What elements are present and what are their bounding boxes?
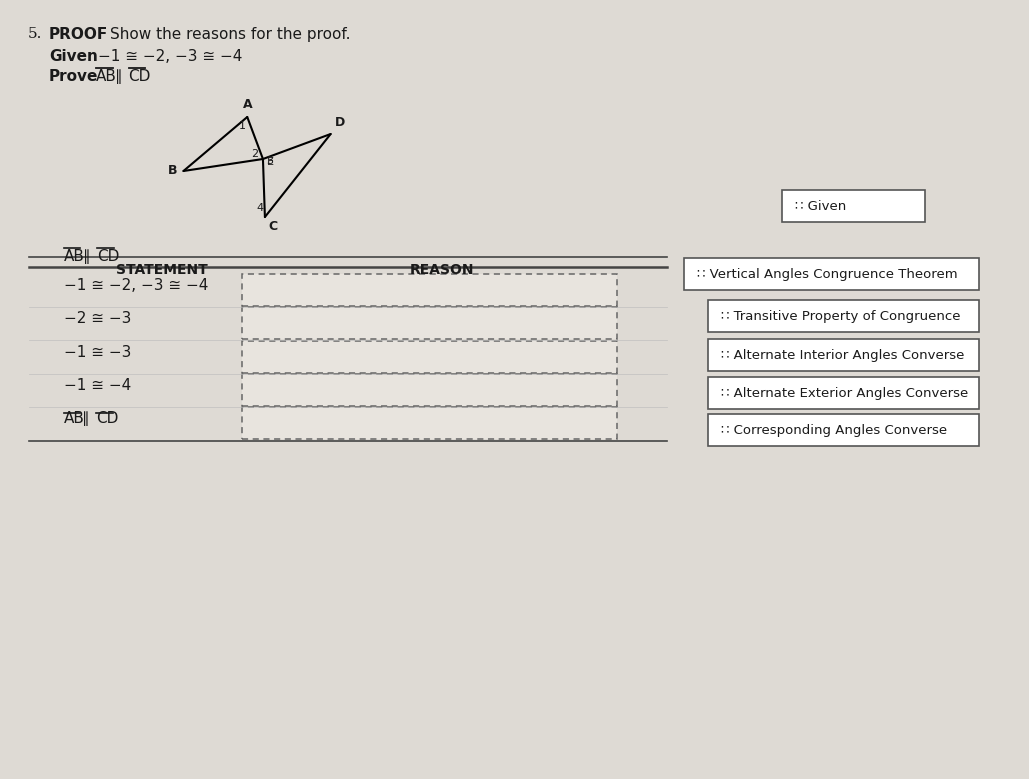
Text: −2 ≅ −3: −2 ≅ −3 [64, 311, 131, 326]
FancyBboxPatch shape [243, 374, 617, 406]
Text: CD: CD [96, 411, 118, 425]
Text: PROOF: PROOF [49, 27, 108, 42]
Text: −1 ≅ −3: −1 ≅ −3 [64, 344, 131, 359]
Text: 2: 2 [251, 149, 258, 159]
Text: ∷ Alternate Exterior Angles Converse: ∷ Alternate Exterior Angles Converse [721, 386, 968, 400]
Text: AB: AB [96, 69, 117, 84]
Text: ∷ Vertical Angles Congruence Theorem: ∷ Vertical Angles Congruence Theorem [697, 267, 957, 280]
Text: ∥: ∥ [82, 411, 91, 425]
Text: ∥: ∥ [115, 69, 122, 84]
Text: ∷ Alternate Interior Angles Converse: ∷ Alternate Interior Angles Converse [721, 348, 964, 361]
Text: Prove: Prove [49, 69, 99, 84]
Text: 3: 3 [267, 156, 274, 166]
FancyBboxPatch shape [708, 339, 980, 371]
Text: −1 ≅ −2, −3 ≅ −4: −1 ≅ −2, −3 ≅ −4 [64, 277, 208, 292]
Text: −1 ≅ −2, −3 ≅ −4: −1 ≅ −2, −3 ≅ −4 [98, 49, 243, 64]
FancyBboxPatch shape [782, 190, 925, 222]
Text: STATEMENT: STATEMENT [116, 263, 208, 277]
Text: ∷ Transitive Property of Congruence: ∷ Transitive Property of Congruence [721, 309, 961, 323]
Text: REASON: REASON [410, 263, 473, 277]
FancyBboxPatch shape [243, 341, 617, 373]
Text: 1: 1 [239, 121, 246, 131]
Text: C: C [269, 220, 278, 233]
Text: −1 ≅ −4: −1 ≅ −4 [64, 378, 131, 393]
FancyBboxPatch shape [708, 300, 980, 332]
Text: Given: Given [49, 49, 98, 64]
Text: AB: AB [64, 249, 84, 264]
Text: 4: 4 [256, 203, 263, 213]
Text: CD: CD [97, 249, 119, 264]
Text: CD: CD [129, 69, 151, 84]
Text: E: E [267, 157, 274, 167]
Text: AB: AB [64, 411, 84, 425]
Text: A: A [244, 98, 253, 111]
FancyBboxPatch shape [243, 274, 617, 306]
Text: ∷ Corresponding Angles Converse: ∷ Corresponding Angles Converse [721, 424, 948, 436]
Text: ∷ Given: ∷ Given [794, 199, 846, 213]
FancyBboxPatch shape [684, 258, 980, 290]
FancyBboxPatch shape [243, 407, 617, 439]
FancyBboxPatch shape [708, 414, 980, 446]
Text: B: B [168, 164, 178, 177]
FancyBboxPatch shape [243, 307, 617, 339]
Text: Show the reasons for the proof.: Show the reasons for the proof. [110, 27, 351, 42]
Text: ∥: ∥ [83, 249, 91, 264]
FancyBboxPatch shape [708, 377, 980, 409]
Text: 5.: 5. [28, 27, 42, 41]
Text: D: D [334, 116, 345, 129]
